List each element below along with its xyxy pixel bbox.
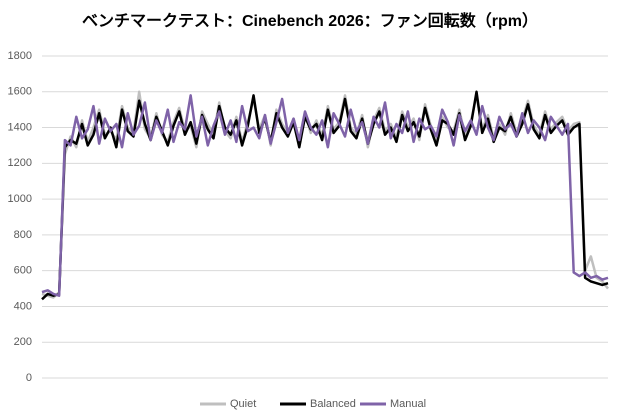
y-tick-label: 1200 [8,157,32,169]
y-tick-label: 800 [14,229,32,241]
chart-title: ベンチマークテスト：Cinebench 2026：ファン回転数（rpm） [82,11,538,30]
y-tick-label: 0 [26,372,32,384]
legend-label: Manual [390,398,426,410]
y-tick-label: 1000 [8,193,32,205]
series-line [41,94,609,297]
y-tick-label: 600 [14,265,32,277]
legend-label: Quiet [230,398,256,410]
y-tick-label: 1600 [8,86,32,98]
series-line [41,90,609,301]
y-tick-label: 1400 [8,121,32,133]
y-tick-label: 400 [14,300,32,312]
legend-label: Balanced [310,398,356,410]
y-tick-label: 1800 [8,50,32,62]
y-tick-label: 200 [14,336,32,348]
